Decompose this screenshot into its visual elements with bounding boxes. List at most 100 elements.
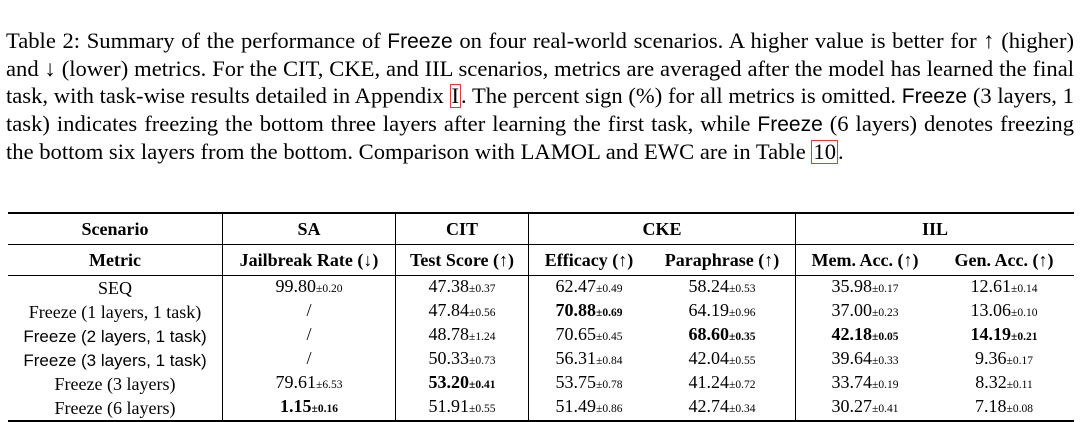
cell-std: ±0.05: [872, 331, 899, 343]
cell-std: ±0.53: [729, 283, 756, 295]
cell-test-score: 50.33±0.73: [395, 348, 529, 372]
cell-value: 42.04: [688, 348, 730, 368]
table-row: Freeze (6 layers) 1.15±0.16 51.91±0.55 5…: [8, 396, 1074, 422]
cell-value: 58.24: [688, 276, 730, 296]
row-method: Freeze (3 layers, 1 task): [8, 348, 223, 372]
cell-std: ±1.24: [469, 331, 496, 343]
cell-value: 53.75: [555, 372, 597, 392]
cell-std: ±0.78: [596, 379, 623, 391]
cell-mem-acc: 35.98±0.17: [796, 276, 935, 301]
cell-std: ±0.17: [872, 283, 899, 295]
cell-gen-acc: 7.18±0.08: [934, 396, 1074, 422]
cell-std: ±0.69: [596, 307, 623, 319]
cell-std: ±0.73: [469, 355, 496, 367]
cell-mem-acc: 39.64±0.33: [796, 348, 935, 372]
cell-mem-acc: 37.00±0.23: [796, 300, 935, 324]
cell-paraphrase: 41.24±0.72: [649, 372, 796, 396]
metric-header-row: Metric Jailbreak Rate (↓) Test Score (↑)…: [8, 244, 1074, 276]
cell-value: /: [306, 300, 312, 320]
cell-paraphrase: 68.60±0.35: [649, 324, 796, 348]
cell-std: ±0.20: [316, 283, 343, 295]
cell-value: 30.27: [831, 396, 873, 416]
cell-value: 14.19: [970, 324, 1012, 344]
table-link[interactable]: 10: [811, 139, 838, 165]
cell-jailbreak-rate: /: [222, 300, 396, 324]
cell-efficacy: 53.75±0.78: [529, 372, 650, 396]
cell-gen-acc: 12.61±0.14: [934, 276, 1074, 301]
cell-value: 70.65: [555, 324, 597, 344]
cell-gen-acc: 9.36±0.17: [934, 348, 1074, 372]
cell-gen-acc: 8.32±0.11: [934, 372, 1074, 396]
appendix-link[interactable]: I: [449, 83, 462, 108]
cell-value: 47.38: [428, 276, 470, 296]
cell-jailbreak-rate: 79.61±6.53: [222, 372, 396, 396]
cell-mem-acc: 30.27±0.41: [795, 396, 934, 422]
cell-value: 79.61: [275, 372, 317, 392]
cell-std: ±0.55: [729, 355, 756, 367]
metric-paraphrase: Paraphrase (↑): [649, 244, 796, 276]
table-row: SEQ 99.80±0.20 47.38±0.37 62.47±0.49 58.…: [8, 275, 1074, 301]
cell-std: ±0.19: [872, 379, 899, 391]
cell-value: 42.18: [831, 324, 873, 344]
cell-paraphrase: 42.04±0.55: [649, 348, 796, 372]
cell-value: 47.84: [428, 300, 470, 320]
cell-value: 51.49: [555, 396, 597, 416]
cell-std: ±0.35: [729, 331, 756, 343]
scenario-iil: IIL: [795, 212, 1074, 245]
cell-value: 42.74: [688, 396, 730, 416]
cell-value: 70.88: [555, 300, 597, 320]
cell-value: 64.19: [688, 300, 730, 320]
method-name-freeze: Freeze: [757, 113, 823, 137]
row-method: Freeze (2 layers, 1 task): [8, 324, 223, 348]
row-method: Freeze (6 layers): [8, 396, 223, 422]
metric-efficacy: Efficacy (↑): [528, 244, 649, 276]
cell-test-score: 47.38±0.37: [395, 275, 529, 300]
scenario-label: Scenario: [8, 212, 223, 245]
caption-text-1: Table 2: Summary of the performance of: [6, 27, 388, 53]
scenario-header-row: Scenario SA CIT CKE IIL: [8, 212, 1074, 245]
cell-value: 50.33: [428, 348, 470, 368]
cell-test-score: 47.84±0.56: [395, 300, 529, 324]
row-method: Freeze (1 layers, 1 task): [8, 300, 223, 324]
scenario-cit: CIT: [395, 212, 529, 245]
cell-efficacy: 62.47±0.49: [529, 276, 650, 301]
cell-paraphrase: 64.19±0.96: [649, 300, 796, 324]
cell-std: ±0.41: [469, 379, 496, 391]
cell-gen-acc: 13.06±0.10: [934, 300, 1074, 324]
results-table: Scenario SA CIT CKE IIL Metric Jailbreak…: [8, 212, 1074, 422]
cell-std: ±0.23: [872, 307, 899, 319]
cell-std: ±0.10: [1011, 307, 1038, 319]
table-row: Freeze (2 layers, 1 task) / 48.78±1.24 7…: [8, 324, 1074, 348]
row-method: SEQ: [8, 275, 223, 300]
cell-mem-acc: 42.18±0.05: [796, 324, 935, 348]
table-caption: Table 2: Summary of the performance of F…: [6, 27, 1074, 166]
cell-value: 48.78: [428, 324, 470, 344]
cell-std: ±0.17: [1006, 355, 1033, 367]
cell-std: ±0.21: [1011, 331, 1038, 343]
cell-mem-acc: 33.74±0.19: [796, 372, 935, 396]
cell-value: 39.64: [831, 348, 873, 368]
cell-std: ±0.11: [1006, 379, 1033, 391]
cell-value: 7.18: [975, 396, 1007, 416]
cell-paraphrase: 42.74±0.34: [649, 396, 796, 422]
metric-mem-acc: Mem. Acc. (↑): [795, 244, 934, 276]
cell-gen-acc: 14.19±0.21: [934, 324, 1074, 348]
cell-std: ±0.72: [729, 379, 756, 391]
metric-jailbreak-rate: Jailbreak Rate (↓): [222, 244, 396, 276]
method-name-freeze: Freeze: [901, 85, 968, 108]
cell-std: ±6.53: [316, 379, 343, 391]
cell-efficacy: 70.88±0.69: [529, 300, 650, 324]
cell-value: /: [306, 348, 312, 368]
cell-efficacy: 56.31±0.84: [529, 348, 650, 372]
caption-text-6: .: [837, 139, 844, 165]
cell-std: ±0.08: [1006, 403, 1033, 415]
cell-value: 1.15: [280, 396, 312, 416]
cell-std: ±0.49: [596, 283, 623, 295]
cell-std: ±0.34: [729, 403, 756, 415]
table-row: Freeze (3 layers) 79.61±6.53 53.20±0.41 …: [8, 372, 1074, 396]
cell-std: ±0.86: [596, 403, 623, 415]
cell-std: ±0.96: [729, 307, 756, 319]
cell-value: 9.36: [975, 348, 1007, 368]
cell-efficacy: 51.49±0.86: [528, 396, 649, 422]
cell-value: 68.60: [688, 324, 730, 344]
